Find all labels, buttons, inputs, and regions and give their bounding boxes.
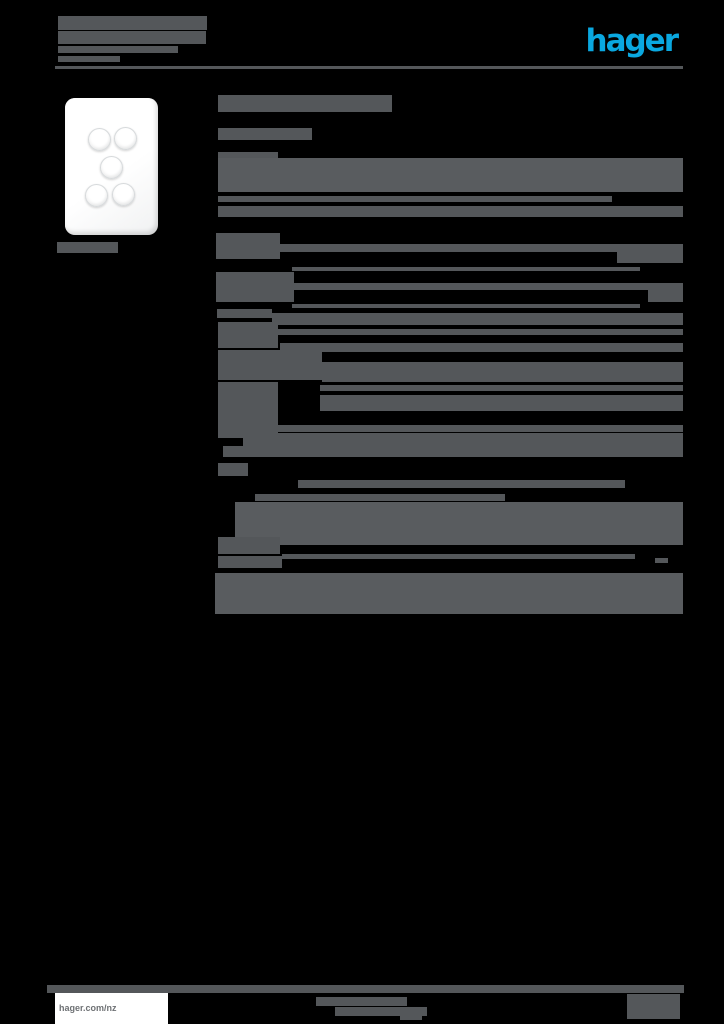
redacted-text-bar [218,158,683,192]
redacted-text-bar [218,152,278,158]
redacted-text-bar [655,558,668,563]
redacted-text-bar [272,244,683,252]
footer-url-link[interactable]: hager.com/nz [59,1003,117,1013]
redacted-text-bar [280,343,683,352]
redacted-text-bar [316,997,407,1006]
redacted-text-bar [58,46,178,53]
redacted-text-bar [216,233,280,259]
switch-button [88,128,111,151]
redacted-text-bar [218,350,322,380]
switch-button [114,127,137,150]
redacted-text-bar [627,994,680,1019]
redacted-text-bar [400,1014,422,1020]
redacted-text-bar [58,56,120,62]
product-image [65,98,158,235]
redacted-text-bar [218,537,280,554]
redacted-text-bar [292,267,640,271]
redacted-text-bar [282,554,635,559]
redacted-text-bar [218,463,248,476]
redacted-text-bar [617,252,683,263]
redacted-text-bar [322,362,683,382]
redacted-text-bar [218,128,312,140]
redacted-text-bar [255,494,505,501]
redacted-text-bar [278,283,683,290]
hager-logo: hager [585,23,679,59]
redacted-text-bar [272,313,683,325]
redacted-text-bar [58,31,206,44]
redacted-text-bar [235,502,683,545]
footer-url-box: hager.com/nz [55,993,168,1024]
redacted-text-bar [215,573,683,614]
redacted-text-bar [223,446,683,457]
switch-button [85,184,108,207]
redacted-text-bar [218,556,282,568]
switch-button [100,156,123,179]
redacted-text-bar [218,196,612,202]
redacted-text-bar [47,985,684,993]
redacted-text-bar [320,385,683,391]
redacted-text-bar [265,329,683,335]
redacted-text-bar [298,480,625,488]
redacted-text-bar [55,66,683,69]
redacted-text-bar [57,242,118,253]
redacted-text-bar [265,425,683,432]
switch-button [112,183,135,206]
redacted-text-bar [320,395,683,411]
redacted-text-bar [217,309,272,318]
redacted-text-bar [218,206,683,217]
redacted-text-bar [648,290,683,302]
redacted-text-bar [335,1007,427,1016]
redacted-text-bar [292,304,640,308]
redacted-text-bar [243,433,683,446]
redacted-text-bar [218,322,278,348]
redacted-text-bar [218,95,392,112]
redacted-text-bar [58,16,207,30]
